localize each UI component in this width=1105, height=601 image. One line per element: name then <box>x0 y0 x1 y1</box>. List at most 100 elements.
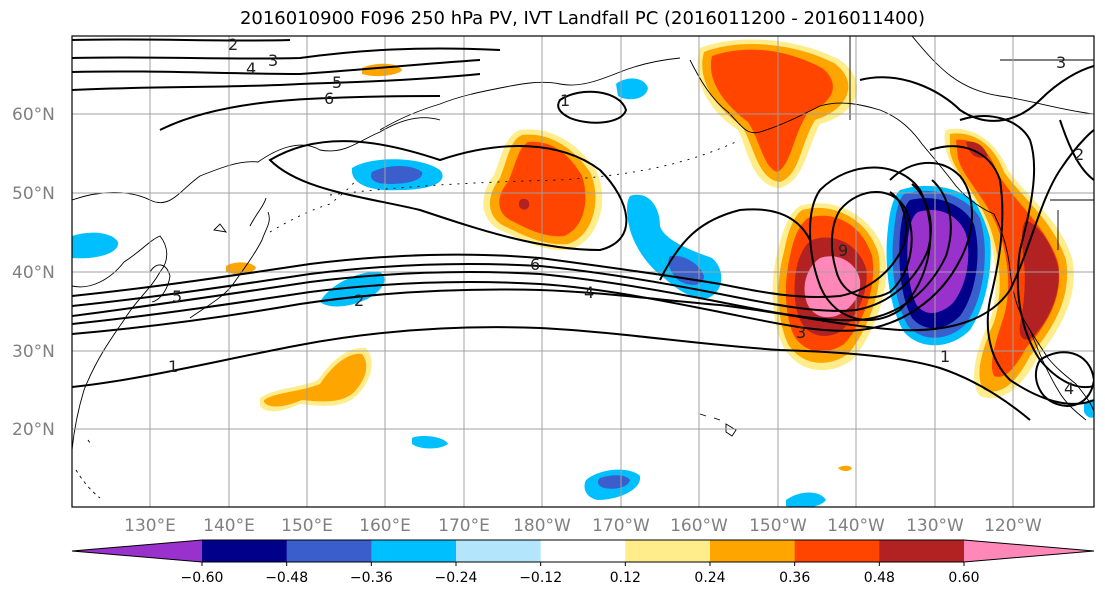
lon-label: 130°E <box>124 516 176 536</box>
colorbar-tick-label: 0.12 <box>610 570 641 586</box>
colorbar-tick-label: 0.60 <box>948 570 979 586</box>
colorbar-segment <box>540 540 626 562</box>
fill-bering-light <box>616 78 648 100</box>
coast-japan <box>189 197 270 319</box>
contour-label: 5 <box>172 287 182 306</box>
latitude-labels: 60°N 50°N 40°N 30°N 20°N <box>12 105 55 440</box>
colorbar-tick-label: −0.60 <box>181 570 224 586</box>
colorbar-segment <box>710 540 796 562</box>
contour-label-group: 2 3 4 5 6 1 6 4 5 2 1 9 3 1 2 3 4 <box>168 35 1084 398</box>
contour-label: 5 <box>332 73 342 92</box>
contour-label: 2 <box>228 35 238 54</box>
coast-kurils <box>269 139 741 233</box>
longitude-labels: 130°E 140°E 150°E 160°E 170°E 180°W 170°… <box>124 516 1042 536</box>
fill-120w-top-dark <box>966 141 988 158</box>
coast-borders <box>849 36 1094 250</box>
contour-north-5 <box>72 73 481 91</box>
lon-label: 170°W <box>592 516 650 536</box>
contour-label: 1 <box>940 347 950 366</box>
colorbar-tick-label: −0.24 <box>435 570 478 586</box>
contour-6 <box>72 191 908 299</box>
contour-gulf <box>659 208 811 281</box>
colorbar-extend-high <box>964 540 1094 562</box>
contour-label: 1 <box>168 357 178 376</box>
contour-label: 4 <box>246 59 256 78</box>
contour-2 <box>72 129 1094 335</box>
colorbar-tick-label: −0.36 <box>350 570 393 586</box>
colorbar-segment <box>794 540 880 562</box>
fill-china-light <box>72 232 119 259</box>
contour-canada-2 <box>1059 119 1094 181</box>
contour-label: 6 <box>324 89 334 108</box>
contour-label: 2 <box>1074 145 1084 164</box>
fill-far-east-light <box>1084 399 1094 418</box>
lon-label: 170°E <box>438 516 490 536</box>
contour-mid-ridge <box>268 140 628 252</box>
fill-dateline-dark <box>518 198 530 210</box>
fill-south-light-2 <box>786 492 826 507</box>
coast-baja <box>1029 329 1087 421</box>
colorbar-extend-low <box>72 540 202 562</box>
colorbar-tick-label: 0.48 <box>864 570 895 586</box>
contour-trough-b <box>830 191 913 299</box>
fill-south-mid-1 <box>597 475 630 489</box>
lat-label: 30°N <box>12 342 55 362</box>
lon-label: 150°W <box>749 516 807 536</box>
lon-label: 180°W <box>513 516 571 536</box>
coast-korea <box>149 264 171 303</box>
colorbar-segment <box>879 540 965 562</box>
colorbar-tick-label: 0.36 <box>779 570 810 586</box>
colorbar-segment <box>456 540 542 562</box>
fill-120w-dark <box>1019 220 1059 340</box>
contour-bering <box>557 90 628 124</box>
lat-label: 50°N <box>12 184 55 204</box>
graticule <box>72 36 1094 507</box>
contour-label: 3 <box>268 51 278 70</box>
contour-label: 3 <box>1056 53 1066 72</box>
colorbar-segment <box>286 540 372 562</box>
contour-ridge <box>929 145 1094 405</box>
contour-label: 6 <box>530 255 540 274</box>
contour-label: 1 <box>560 91 570 110</box>
pv-contours <box>72 38 1094 421</box>
lon-label: 140°E <box>203 516 255 536</box>
map-title: 2016010900 F096 250 hPa PV, IVT Landfall… <box>239 8 926 29</box>
contour-label: 9 <box>838 241 848 260</box>
fill-subtrop-orange <box>264 353 367 407</box>
contour-trough-a <box>809 166 932 321</box>
colorbar-tick-label: 0.24 <box>694 570 725 586</box>
contour-label: 3 <box>796 323 806 342</box>
colorbar-tick-label: −0.12 <box>519 570 562 586</box>
contour-label: 2 <box>354 291 364 310</box>
fill-alaska-red <box>710 49 833 173</box>
contour-1 <box>72 326 1031 421</box>
contour-north-2 <box>72 38 291 42</box>
contour-label: 4 <box>1064 379 1074 398</box>
lat-label: 20°N <box>12 420 55 440</box>
contour-label: 4 <box>584 283 594 302</box>
coast-kamchatka <box>379 57 681 131</box>
fill-small-orange <box>838 465 852 471</box>
coast-alaska <box>689 59 995 215</box>
lon-label: 150°E <box>281 516 333 536</box>
lon-label: 140°W <box>827 516 885 536</box>
contour-north-3 <box>72 47 501 60</box>
contour-low-a <box>1034 351 1094 407</box>
map-frame <box>71 35 1095 508</box>
fill-okhotsk-mid <box>370 166 423 184</box>
colorbar-segment <box>202 540 288 562</box>
lon-label: 160°E <box>359 516 411 536</box>
fill-130w-purple <box>907 210 969 313</box>
lat-label: 40°N <box>12 263 55 283</box>
lon-label: 160°W <box>670 516 728 536</box>
contour-ridge-2 <box>959 115 1094 389</box>
colorbar: −0.60 −0.48 −0.36 −0.24 −0.12 0.12 0.24 0.36 0.4… <box>71 539 1095 586</box>
contour-4 <box>72 179 952 322</box>
colorbar-segment <box>371 540 457 562</box>
contour-5 <box>72 183 932 312</box>
colorbar-segment <box>625 540 711 562</box>
contour-north-4 <box>72 59 481 76</box>
fill-japan-orange <box>226 262 256 275</box>
contour-canada <box>859 65 1094 122</box>
